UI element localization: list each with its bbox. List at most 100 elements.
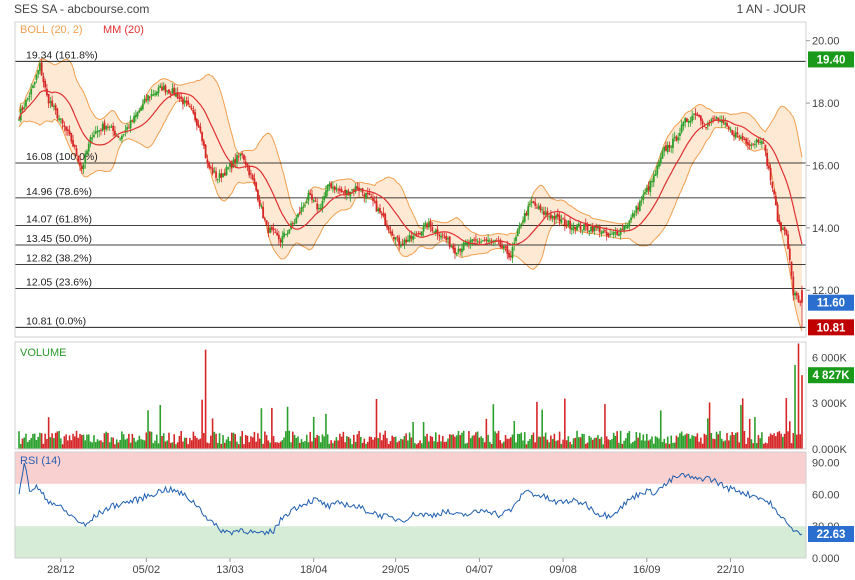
candle-body	[330, 183, 333, 188]
candle-body	[605, 231, 608, 236]
volume-bar	[527, 440, 530, 449]
candle-body	[98, 130, 101, 132]
volume-bar	[201, 399, 203, 449]
candle-body	[312, 199, 315, 202]
candle-body	[323, 196, 326, 201]
volume-bar	[496, 433, 498, 449]
volume-bar	[490, 443, 493, 449]
volume-bar	[447, 438, 449, 449]
volume-bar	[590, 437, 592, 449]
volume-bar	[679, 433, 681, 449]
price-badge-red-text: 10.81	[817, 322, 846, 334]
candle-body	[687, 121, 690, 123]
candle-body	[365, 192, 367, 199]
volume-bar	[290, 442, 292, 449]
volume-bar	[771, 435, 774, 449]
candle-body	[209, 166, 212, 169]
candle-body	[222, 173, 224, 178]
volume-bar	[652, 443, 655, 449]
candle-body	[635, 205, 638, 213]
candle-body	[262, 206, 265, 219]
x-tick-label: 16/09	[633, 564, 661, 576]
volume-bar	[65, 434, 67, 449]
volume-bar	[759, 438, 761, 449]
candle-body	[335, 187, 338, 190]
candle-body	[440, 235, 442, 238]
candle-body	[645, 188, 648, 192]
candle-body	[197, 124, 200, 127]
volume-bar	[785, 398, 788, 449]
volume-bar	[157, 443, 160, 449]
x-tick-label: 05/02	[133, 564, 161, 576]
volume-bar	[539, 436, 542, 449]
volume-bar	[265, 435, 268, 449]
volume-bar	[251, 437, 254, 449]
candle-body	[682, 122, 685, 126]
volume-bar	[748, 418, 751, 449]
volume-bar	[574, 437, 577, 449]
volume-bar	[729, 435, 732, 449]
volume-bar	[661, 442, 664, 449]
candle-body	[679, 133, 681, 136]
candle-body	[291, 223, 294, 225]
candle-body	[237, 156, 240, 158]
candle-body	[565, 224, 568, 226]
volume-bar	[795, 434, 798, 449]
candle-body	[651, 181, 653, 183]
volume-bar	[187, 444, 189, 449]
volume-bar	[74, 436, 76, 449]
volume-bar	[656, 437, 659, 449]
volume-bar	[255, 441, 257, 449]
volume-bar	[285, 431, 287, 449]
volume-bar	[143, 440, 146, 449]
candle-body	[734, 132, 737, 138]
timeframe-label[interactable]: 1 AN - JOUR	[737, 2, 807, 16]
x-tick-label: 18/04	[300, 564, 328, 576]
volume-bar	[752, 443, 754, 449]
price-badge-blue-text: 11.60	[817, 298, 845, 310]
candle-body	[342, 191, 345, 193]
candle-body	[236, 155, 238, 163]
candle-body	[120, 135, 123, 140]
volume-bar	[86, 434, 88, 449]
volume-bar	[583, 433, 585, 449]
candle-body	[195, 118, 198, 126]
volume-bar	[492, 404, 495, 449]
candle-body	[537, 206, 540, 209]
candle-body	[84, 153, 87, 164]
candle-body	[136, 112, 139, 117]
candle-body	[487, 239, 490, 242]
candle-body	[720, 119, 723, 123]
volume-bar	[354, 441, 357, 449]
candle-body	[668, 144, 671, 148]
candle-body	[443, 236, 446, 238]
volume-bar	[544, 432, 547, 449]
volume-bar	[726, 433, 728, 449]
candle-body	[42, 76, 45, 83]
volume-bar	[391, 435, 393, 449]
volume-bar	[122, 434, 125, 449]
volume-bar	[114, 444, 116, 449]
volume-bar	[673, 442, 676, 449]
candle-body	[107, 126, 109, 128]
candle-body	[530, 201, 533, 203]
volume-bar	[220, 443, 223, 449]
volume-bar	[173, 434, 176, 449]
fib-label: 19.34 (161.8%)	[26, 49, 98, 61]
volume-bar	[103, 433, 106, 449]
candle-body	[485, 239, 488, 241]
volume-bar	[250, 436, 252, 449]
volume-bar	[489, 441, 491, 449]
volume-bar	[332, 443, 334, 449]
volume-bar	[438, 434, 441, 449]
volume-bar	[283, 437, 285, 449]
candle-body	[434, 229, 437, 234]
volume-panel	[18, 343, 803, 449]
volume-bar	[91, 442, 94, 449]
volume-bar	[593, 437, 596, 449]
volume-bar	[569, 441, 571, 449]
candle-body	[251, 174, 254, 180]
volume-bar	[600, 436, 603, 449]
volume-bar	[147, 410, 149, 449]
